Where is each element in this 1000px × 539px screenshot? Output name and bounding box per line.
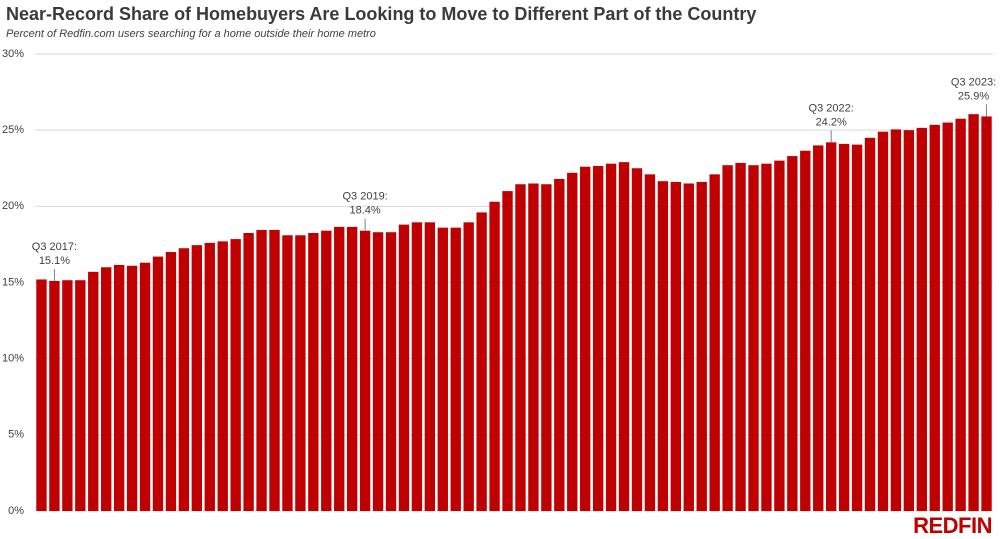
bar — [230, 239, 241, 511]
bar — [243, 232, 254, 511]
bar — [605, 163, 617, 511]
bar — [735, 162, 746, 511]
bar — [334, 226, 345, 512]
bar — [670, 181, 682, 511]
bar — [346, 226, 358, 512]
bar — [567, 172, 578, 511]
bar — [851, 144, 863, 511]
bar — [49, 280, 60, 511]
bar — [502, 191, 513, 511]
bar — [968, 114, 979, 512]
bar — [631, 168, 643, 511]
chart-subtitle: Percent of Redfin.com users searching fo… — [6, 28, 376, 40]
annotation-label: Q3 2022: — [809, 102, 854, 114]
bar — [838, 143, 850, 512]
bar — [825, 142, 837, 511]
bar — [165, 252, 177, 512]
bar — [359, 230, 371, 511]
bar — [877, 131, 889, 511]
bar — [592, 165, 604, 511]
y-tick-label: 20% — [2, 200, 24, 212]
bar — [321, 230, 332, 511]
bar — [88, 271, 99, 511]
bar — [476, 212, 487, 511]
bar — [916, 127, 927, 512]
bar — [618, 162, 630, 511]
bar — [308, 232, 319, 511]
value-label: 18.4% — [350, 205, 381, 217]
bar — [424, 222, 436, 511]
bar — [903, 130, 915, 511]
bar — [489, 201, 500, 511]
bar — [411, 222, 423, 511]
value-label: 24.2% — [816, 116, 847, 128]
bar — [463, 222, 474, 511]
y-tick-label: 0% — [8, 505, 24, 517]
bar — [282, 235, 293, 511]
bar — [191, 245, 203, 511]
bar — [774, 160, 785, 511]
bar — [644, 174, 656, 512]
y-tick-label: 15% — [2, 276, 24, 288]
bar — [709, 174, 720, 512]
bar — [761, 163, 772, 511]
bar — [955, 118, 966, 511]
bar — [580, 166, 591, 511]
brand-logo: REDFIN — [913, 513, 992, 538]
bar — [217, 241, 228, 511]
bar — [554, 178, 565, 511]
bar — [36, 279, 47, 511]
bar — [126, 265, 138, 511]
bar — [787, 156, 798, 511]
bar — [398, 224, 410, 511]
bar — [813, 145, 824, 511]
chart-title: Near-Record Share of Homebuyers Are Look… — [6, 4, 756, 24]
bar — [800, 150, 811, 511]
bar — [450, 227, 461, 511]
bar — [139, 262, 151, 511]
bar — [256, 229, 267, 511]
bar — [269, 229, 280, 511]
bar — [722, 165, 733, 511]
bar — [748, 165, 759, 511]
bar — [515, 184, 526, 511]
y-tick-label: 30% — [2, 48, 24, 60]
bar — [62, 280, 73, 511]
bar — [385, 232, 397, 512]
bar — [178, 248, 190, 511]
bar — [437, 227, 448, 511]
bar — [981, 116, 992, 511]
y-tick-label: 5% — [8, 429, 24, 441]
y-tick-label: 25% — [2, 124, 24, 136]
annotation-label: Q3 2023: — [951, 76, 996, 88]
bar — [942, 122, 953, 512]
bar — [528, 183, 539, 511]
bar — [864, 137, 876, 512]
bar — [204, 242, 215, 512]
y-tick-label: 10% — [2, 353, 24, 365]
bar — [113, 264, 125, 511]
value-label: 15.1% — [39, 255, 70, 267]
value-label: 25.9% — [958, 90, 989, 102]
bar — [75, 280, 86, 511]
bar — [696, 181, 707, 511]
annotation-label: Q3 2017: — [32, 241, 77, 253]
bar — [295, 235, 306, 511]
bar — [541, 184, 552, 511]
bar — [683, 183, 694, 511]
annotation-label: Q3 2019: — [342, 191, 387, 203]
bar — [890, 129, 902, 511]
bar — [101, 267, 112, 511]
bar — [929, 124, 940, 512]
bar — [372, 232, 384, 512]
bar — [657, 181, 669, 511]
bar — [152, 256, 164, 511]
